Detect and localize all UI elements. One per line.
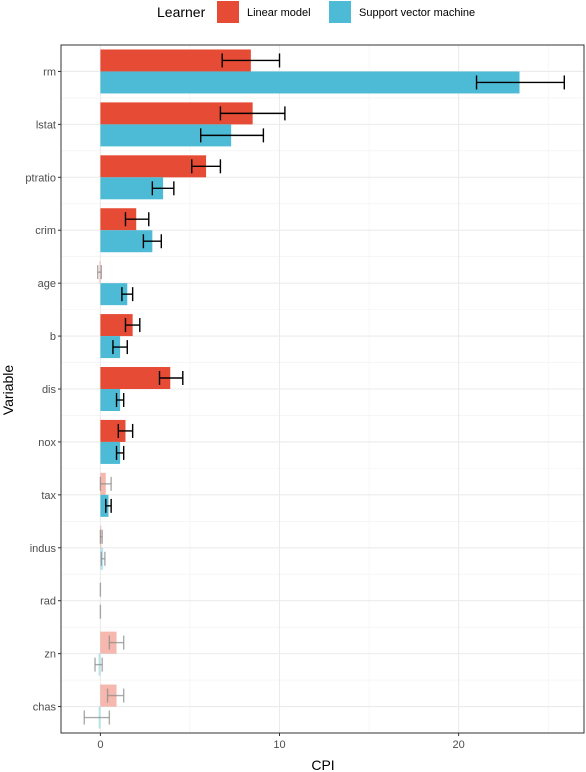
bar-support-vector-machine-b [100, 336, 121, 359]
error-bar-linear-model-tax [99, 476, 112, 491]
bar-support-vector-machine-dis [100, 389, 121, 411]
x-tick-label-10: 10 [273, 739, 285, 751]
y-tick-label-b: b [50, 331, 56, 343]
error-bar-support-vector-machine-crim [142, 234, 163, 249]
x-tick-label-0: 0 [97, 739, 103, 751]
minor-gridlines [61, 45, 584, 733]
error-bar-linear-model-b [124, 318, 141, 333]
error-bar-support-vector-machine-lstat [200, 128, 265, 143]
bar-linear-model-crim [100, 208, 137, 231]
y-tick-label-age: age [38, 278, 56, 290]
y-tick-label-chas: chas [33, 702, 57, 714]
bar-linear-model-zn [100, 631, 117, 654]
bar-support-vector-machine-nox [100, 441, 121, 464]
error-bar-support-vector-machine-b [112, 340, 128, 355]
bar-support-vector-machine-age [100, 283, 128, 306]
bar-linear-model-rm [100, 49, 251, 72]
error-bars [83, 53, 565, 725]
legend: Learner Linear model Support vector mach… [157, 1, 475, 23]
error-bar-support-vector-machine-dis [115, 393, 125, 407]
bar-support-vector-machine-rm [100, 71, 520, 94]
x-tick-label-20: 20 [452, 739, 464, 751]
bar-linear-model-dis [100, 367, 171, 389]
legend-swatch-linear-model [217, 1, 239, 23]
plot-area [60, 44, 585, 734]
error-bar-linear-model-dis [158, 371, 184, 385]
error-bar-support-vector-machine-chas [83, 710, 111, 725]
y-tick-label-tax: tax [41, 490, 56, 502]
error-bar-linear-model-age [97, 265, 102, 280]
error-bar-support-vector-machine-tax [105, 498, 112, 513]
y-tick-label-crim: crim [35, 225, 56, 237]
error-bar-linear-model-chas [106, 688, 125, 703]
error-bar-support-vector-machine-zn [94, 657, 103, 672]
bar-support-vector-machine-tax [100, 494, 109, 517]
x-axis: 0 10 20 [97, 733, 465, 751]
error-bar-linear-model-crim [124, 212, 150, 227]
x-axis-title: CPI [311, 757, 334, 772]
bar-linear-model-nox [100, 419, 126, 442]
bar-linear-model-b [100, 314, 133, 337]
bar-support-vector-machine-lstat [100, 124, 232, 147]
y-tick-label-nox: nox [38, 437, 56, 449]
y-axis-title: Variable [0, 365, 16, 416]
legend-swatch-support-vector-machine [329, 1, 351, 23]
y-tick-label-ptratio: ptratio [25, 172, 56, 184]
error-bar-linear-model-indus [99, 529, 103, 544]
error-bar-support-vector-machine-age [121, 287, 134, 302]
y-axis: rm lstat ptratio crim age b dis nox tax indus rad z… [25, 66, 61, 714]
error-bar-linear-model-zn [108, 635, 125, 650]
y-tick-label-lstat: lstat [36, 119, 56, 131]
bar-support-vector-machine-crim [100, 230, 153, 253]
legend-label-linear-model: Linear model [247, 7, 311, 19]
y-tick-label-rm: rm [43, 66, 56, 78]
legend-label-support-vector-machine: Support vector machine [359, 7, 475, 19]
error-bar-support-vector-machine-ptratio [151, 181, 175, 196]
major-gridlines [61, 45, 584, 733]
error-bar-linear-model-rm [221, 53, 281, 68]
legend-title: Learner [157, 4, 206, 20]
error-bar-linear-model-nox [117, 423, 134, 438]
bar-linear-model-lstat [100, 102, 253, 125]
error-bar-linear-model-lstat [219, 106, 286, 121]
error-bar-linear-model-ptratio [191, 159, 222, 174]
error-bar-support-vector-machine-nox [115, 445, 125, 460]
bar-support-vector-machine-ptratio [100, 177, 164, 200]
bar-linear-model-ptratio [100, 155, 207, 178]
error-bar-support-vector-machine-indus [100, 551, 106, 566]
y-tick-label-indus: indus [30, 543, 57, 555]
y-tick-label-zn: zn [44, 649, 56, 661]
y-tick-label-rad: rad [40, 596, 56, 608]
y-tick-label-dis: dis [42, 384, 57, 396]
error-bar-support-vector-machine-rm [475, 75, 565, 90]
